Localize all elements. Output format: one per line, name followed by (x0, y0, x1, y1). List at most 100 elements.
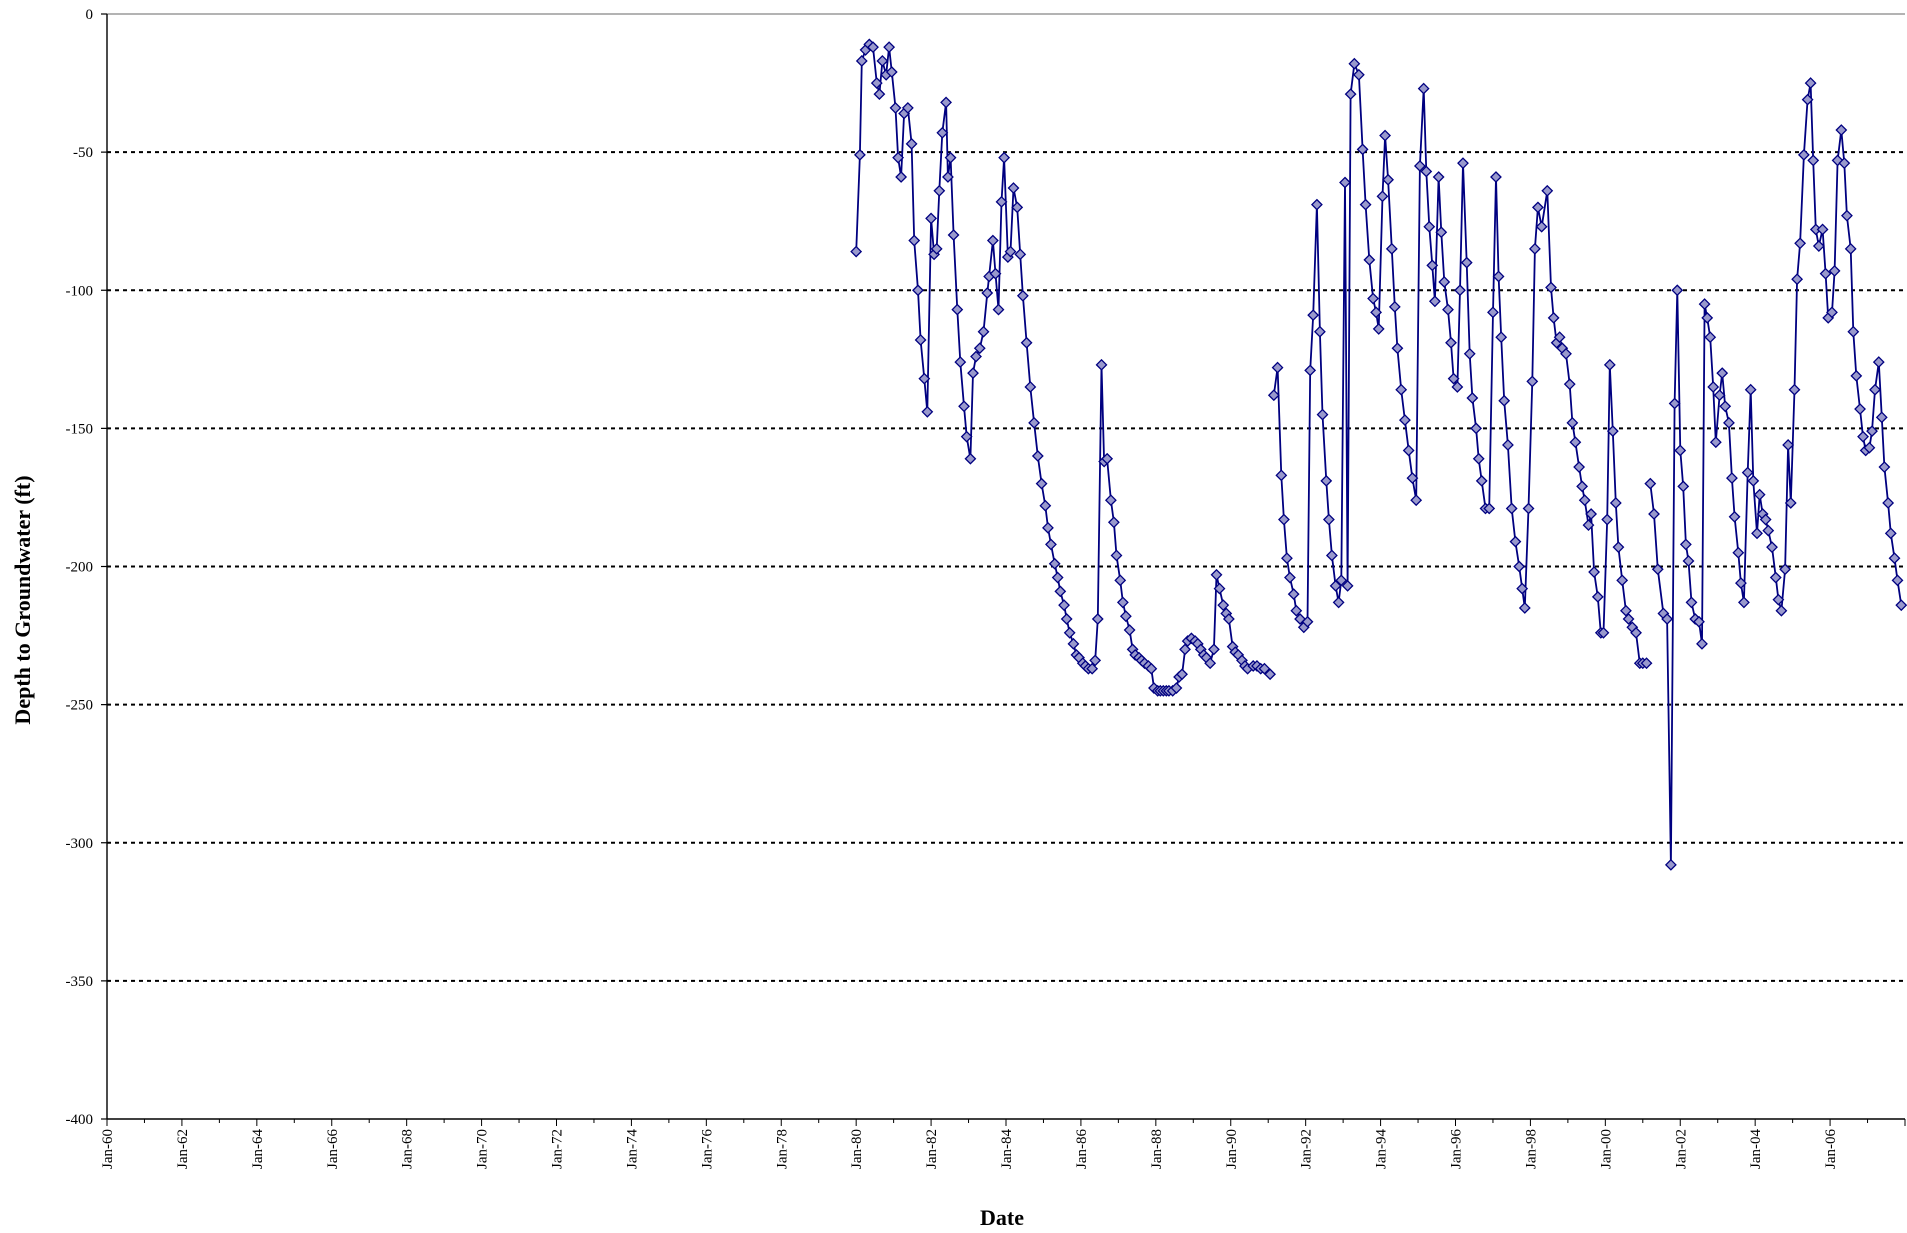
data-point (1679, 538, 1692, 551)
data-point (1460, 256, 1473, 269)
data-point (1612, 541, 1625, 554)
data-point (1535, 220, 1548, 233)
x-tick-label: Jan-78 (774, 1129, 790, 1169)
data-point (998, 151, 1011, 164)
data-point (918, 372, 931, 385)
data-point (883, 41, 896, 54)
data-point (1213, 582, 1226, 595)
data-point (1492, 270, 1505, 283)
data-point (1713, 389, 1726, 402)
y-axis-title: Depth to Groundwater (ft) (10, 475, 35, 724)
y-tick-label: -150 (66, 421, 94, 437)
data-point (1498, 394, 1511, 407)
data-point (1644, 477, 1657, 490)
x-tick-label: Jan-82 (924, 1129, 940, 1169)
data-point (1145, 662, 1158, 675)
data-point (1301, 615, 1314, 628)
data-point (1560, 347, 1572, 360)
data-point (1379, 129, 1391, 142)
x-tick-label: Jan-72 (550, 1129, 566, 1169)
data-point (1704, 331, 1717, 344)
data-point (1435, 226, 1448, 239)
data-point (1828, 264, 1841, 277)
data-point (1051, 571, 1064, 584)
data-point (1591, 590, 1604, 603)
data-point (1348, 57, 1361, 70)
data-point (1423, 220, 1436, 233)
y-tick-label: -300 (66, 836, 94, 852)
data-point (1850, 369, 1863, 382)
data-point (1854, 403, 1866, 415)
data-point (1841, 209, 1853, 222)
data-point (1723, 416, 1735, 429)
x-tick-label: Jan-88 (1149, 1129, 1165, 1169)
data-point (1275, 469, 1288, 482)
data-point (1775, 604, 1788, 617)
data-point (1054, 585, 1067, 598)
data-point (1784, 497, 1797, 509)
data-point (1553, 331, 1566, 344)
data-point (1782, 439, 1795, 451)
data-point (1058, 599, 1070, 612)
data-point (850, 245, 863, 258)
data-point (1385, 242, 1398, 255)
data-point (1413, 160, 1426, 172)
data-point (912, 284, 924, 297)
data-point (1339, 176, 1351, 189)
data-point (1063, 626, 1076, 639)
data-point (1531, 201, 1544, 214)
data-point (892, 151, 905, 164)
data-point (1528, 242, 1541, 255)
data-point (1751, 527, 1763, 540)
data-point (1597, 626, 1610, 639)
data-point (1307, 309, 1320, 322)
y-tick-label: -250 (66, 698, 94, 714)
data-point (1024, 381, 1037, 393)
data-point (1031, 450, 1044, 462)
series-lines (855, 43, 1903, 865)
y-tick-label: -200 (66, 560, 94, 576)
data-point (1267, 389, 1280, 402)
data-point (1502, 439, 1514, 451)
x-tick-label: Jan-66 (325, 1129, 341, 1169)
data-point (1569, 436, 1582, 449)
data-point (995, 195, 1008, 208)
data-point (1264, 668, 1277, 681)
y-tick-label: 0 (86, 7, 94, 23)
data-point (1585, 508, 1598, 520)
data-point (853, 148, 866, 161)
x-tick-label: Jan-70 (475, 1129, 491, 1169)
data-point (1741, 466, 1754, 479)
data-point (1709, 436, 1722, 449)
data-point (1819, 267, 1832, 280)
data-point (1310, 198, 1323, 211)
data-point (1359, 198, 1372, 211)
data-point (1472, 452, 1485, 465)
data-point (1779, 563, 1792, 576)
data-point (1888, 552, 1901, 565)
data-point (1107, 516, 1120, 529)
data-point (1048, 557, 1061, 570)
data-point (1356, 143, 1369, 156)
data-point (1463, 347, 1476, 360)
data-point (970, 350, 982, 363)
x-tick-label: Jan-06 (1823, 1129, 1839, 1169)
x-axis-title: Date (980, 1205, 1024, 1230)
data-point (1487, 306, 1499, 319)
data-point (1685, 596, 1698, 609)
data-point (1045, 538, 1057, 551)
data-point (1601, 513, 1614, 526)
data-point (876, 55, 889, 67)
data-point (1204, 657, 1217, 670)
data-point (1518, 602, 1531, 614)
data-point (1039, 499, 1052, 512)
data-point (1509, 535, 1522, 548)
data-point (1505, 502, 1518, 515)
data-point (1399, 414, 1411, 427)
data-point (1281, 552, 1293, 565)
data-point (1335, 574, 1348, 587)
data-point (1838, 157, 1851, 170)
data-point (1116, 596, 1129, 609)
data-point (954, 356, 967, 368)
x-tick-label: Jan-98 (1523, 1129, 1539, 1169)
